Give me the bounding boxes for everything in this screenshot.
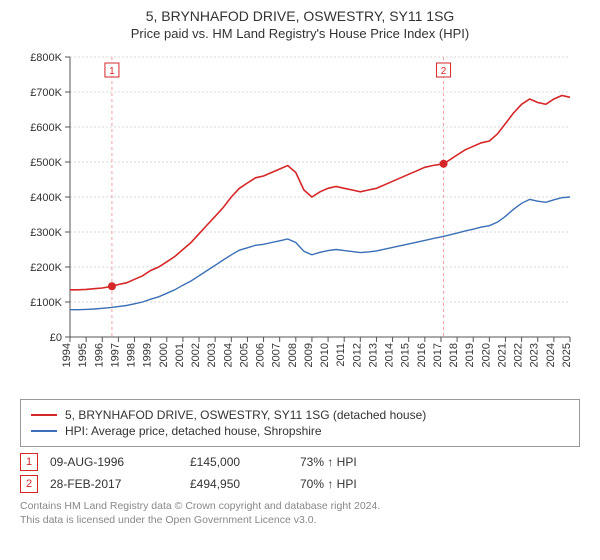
legend-label: HPI: Average price, detached house, Shro… [65,424,322,438]
legend: 5, BRYNHAFOD DRIVE, OSWESTRY, SY11 1SG (… [20,399,580,447]
svg-text:2003: 2003 [206,343,218,367]
svg-text:2009: 2009 [303,343,315,367]
svg-text:2018: 2018 [448,343,460,367]
svg-text:£0: £0 [50,332,62,344]
annotation-marker-box: 2 [20,475,38,493]
annotation-date: 09-AUG-1996 [50,455,190,469]
footer-line: This data is licensed under the Open Gov… [20,513,580,527]
svg-text:£600K: £600K [30,122,62,134]
svg-text:2001: 2001 [174,343,186,367]
svg-text:1999: 1999 [142,343,154,367]
annotation-price: £145,000 [190,455,300,469]
annotation-pct: 73% ↑ HPI [300,455,420,469]
svg-text:1: 1 [109,66,115,77]
svg-text:2016: 2016 [416,343,428,367]
svg-text:2021: 2021 [496,343,508,367]
svg-text:2012: 2012 [351,343,363,367]
svg-text:2002: 2002 [190,343,202,367]
svg-text:£200K: £200K [30,262,62,274]
legend-swatch [31,414,57,416]
legend-swatch [31,430,57,432]
svg-text:2019: 2019 [464,343,476,367]
annotation-date: 28-FEB-2017 [50,477,190,491]
svg-text:2008: 2008 [287,343,299,367]
legend-item: 5, BRYNHAFOD DRIVE, OSWESTRY, SY11 1SG (… [31,408,569,422]
svg-text:1997: 1997 [109,343,121,367]
svg-text:£700K: £700K [30,87,62,99]
svg-text:£500K: £500K [30,157,62,169]
annotation-row: 1 09-AUG-1996 £145,000 73% ↑ HPI [20,453,580,471]
svg-text:£400K: £400K [30,192,62,204]
legend-item: HPI: Average price, detached house, Shro… [31,424,569,438]
svg-text:2: 2 [441,66,447,77]
legend-label: 5, BRYNHAFOD DRIVE, OSWESTRY, SY11 1SG (… [65,408,426,422]
svg-text:1995: 1995 [77,343,89,367]
svg-text:2006: 2006 [255,343,267,367]
svg-text:1994: 1994 [61,343,73,367]
annotations: 1 09-AUG-1996 £145,000 73% ↑ HPI 2 28-FE… [20,453,580,493]
annotation-price: £494,950 [190,477,300,491]
svg-text:2025: 2025 [561,343,573,367]
svg-text:2004: 2004 [222,343,234,367]
svg-text:2010: 2010 [319,343,331,367]
footer-line: Contains HM Land Registry data © Crown c… [20,499,580,513]
svg-text:2020: 2020 [480,343,492,367]
svg-text:2014: 2014 [384,343,396,367]
svg-text:2000: 2000 [158,343,170,367]
chart-container: 5, BRYNHAFOD DRIVE, OSWESTRY, SY11 1SG P… [0,0,600,535]
annotation-row: 2 28-FEB-2017 £494,950 70% ↑ HPI [20,475,580,493]
svg-text:2024: 2024 [545,343,557,367]
svg-text:2022: 2022 [513,343,525,367]
svg-text:2013: 2013 [367,343,379,367]
svg-text:1998: 1998 [126,343,138,367]
footer: Contains HM Land Registry data © Crown c… [20,499,580,527]
svg-text:2005: 2005 [238,343,250,367]
svg-text:2023: 2023 [529,343,541,367]
svg-text:£100K: £100K [30,297,62,309]
svg-text:2011: 2011 [335,343,347,367]
svg-text:2015: 2015 [400,343,412,367]
annotation-marker-box: 1 [20,453,38,471]
svg-text:2017: 2017 [432,343,444,367]
svg-text:1996: 1996 [93,343,105,367]
svg-text:£300K: £300K [30,227,62,239]
svg-text:2007: 2007 [271,343,283,367]
chart-plot: £0 £100K £200K £300K £400K £500K £600K £700K £80… [20,49,580,389]
chart-subtitle: Price paid vs. HM Land Registry's House … [20,26,580,41]
annotation-pct: 70% ↑ HPI [300,477,420,491]
chart-title: 5, BRYNHAFOD DRIVE, OSWESTRY, SY11 1SG [20,8,580,24]
svg-text:£800K: £800K [30,52,62,64]
